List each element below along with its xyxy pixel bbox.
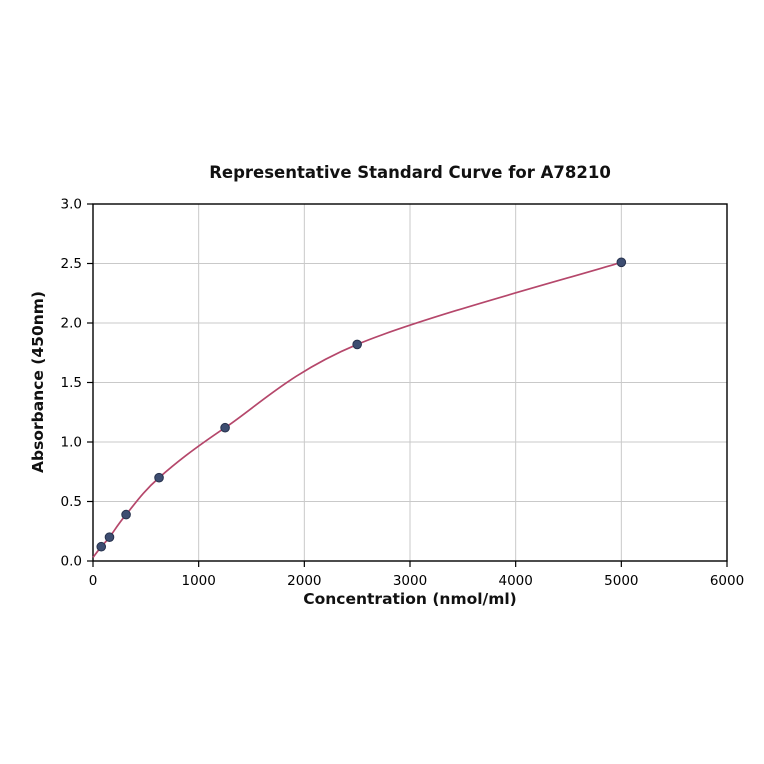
x-tick-label: 3000 — [393, 573, 427, 589]
x-tick-label: 5000 — [604, 573, 638, 589]
y-tick-label: 0.0 — [61, 554, 82, 570]
data-point — [220, 422, 230, 433]
data-point — [352, 339, 362, 350]
y-tick-label: 1.0 — [61, 435, 82, 451]
chart-title: Representative Standard Curve for A78210 — [209, 163, 611, 182]
y-tick-label: 0.5 — [61, 494, 82, 510]
y-tick-label: 2.0 — [61, 316, 82, 332]
y-axis-title: Absorbance (450nm) — [29, 290, 47, 474]
y-tick-label: 1.5 — [61, 375, 82, 391]
x-axis-title: Concentration (nmol/ml) — [303, 590, 517, 608]
data-point — [154, 472, 164, 483]
y-tick-label: 2.5 — [61, 256, 82, 272]
x-tick-label: 0 — [89, 573, 98, 589]
fit-curve — [92, 261, 622, 558]
data-point — [121, 509, 131, 520]
x-tick-label: 2000 — [287, 573, 321, 589]
x-tick-label: 1000 — [181, 573, 215, 589]
data-point — [616, 257, 627, 268]
x-tick-label: 4000 — [498, 573, 532, 589]
data-point — [104, 532, 115, 543]
x-tick-label: 6000 — [710, 573, 744, 589]
data-point — [96, 541, 107, 552]
y-tick-label: 3.0 — [61, 197, 82, 213]
